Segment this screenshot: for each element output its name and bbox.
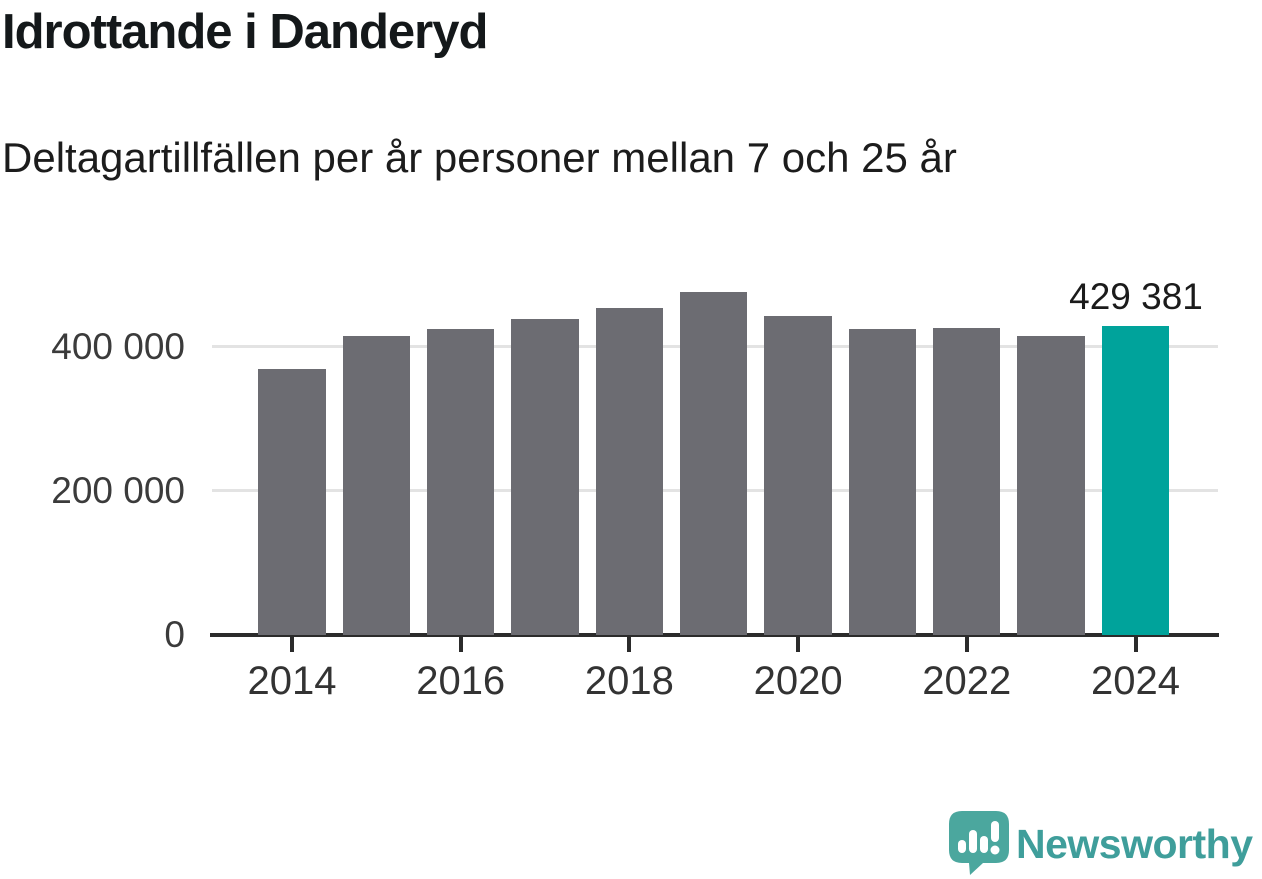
bar-2021 xyxy=(848,328,917,636)
x-axis-tick xyxy=(1133,636,1138,652)
bar-2023 xyxy=(1017,335,1085,636)
x-axis-label: 2018 xyxy=(584,659,674,703)
chart-subtitle: Deltagartillfällen per år personer mella… xyxy=(2,134,957,181)
x-axis-label: 2020 xyxy=(753,659,843,703)
x-axis-tick xyxy=(458,636,463,652)
page-title: Idrottande i Danderyd xyxy=(2,5,488,59)
bar-2019 xyxy=(680,292,748,636)
bar-2016 xyxy=(427,328,495,636)
x-axis-label: 2024 xyxy=(1091,659,1180,703)
y-axis-label: 0 xyxy=(164,613,185,655)
x-axis-tick xyxy=(627,636,632,652)
bar-2017 xyxy=(511,318,579,636)
highlighted-bar-2024 xyxy=(1101,325,1170,636)
y-axis-label: 400 000 xyxy=(51,325,185,367)
bar-2015 xyxy=(342,335,411,636)
speech-bubble-shape xyxy=(949,811,1009,875)
bar-2014 xyxy=(258,369,326,636)
x-axis-tick xyxy=(964,636,969,652)
bar-2022 xyxy=(933,327,1001,636)
x-axis-label: 2016 xyxy=(416,659,506,703)
newsworthy-logo-text: Newsworthy xyxy=(1016,821,1253,867)
newsworthy-speech-bubble-chart-icon xyxy=(949,811,1009,875)
x-axis-tick xyxy=(796,636,801,652)
y-axis-label: 200 000 xyxy=(51,469,185,511)
bar-2018 xyxy=(595,307,664,636)
x-axis-label: 2022 xyxy=(922,659,1012,703)
x-axis-tick xyxy=(290,636,294,652)
x-axis-label: 2014 xyxy=(247,659,337,703)
highlight-value-label: 429 381 xyxy=(1069,276,1203,317)
bar-2020 xyxy=(764,315,832,636)
newsworthy-logo: Newsworthy xyxy=(947,809,1260,875)
